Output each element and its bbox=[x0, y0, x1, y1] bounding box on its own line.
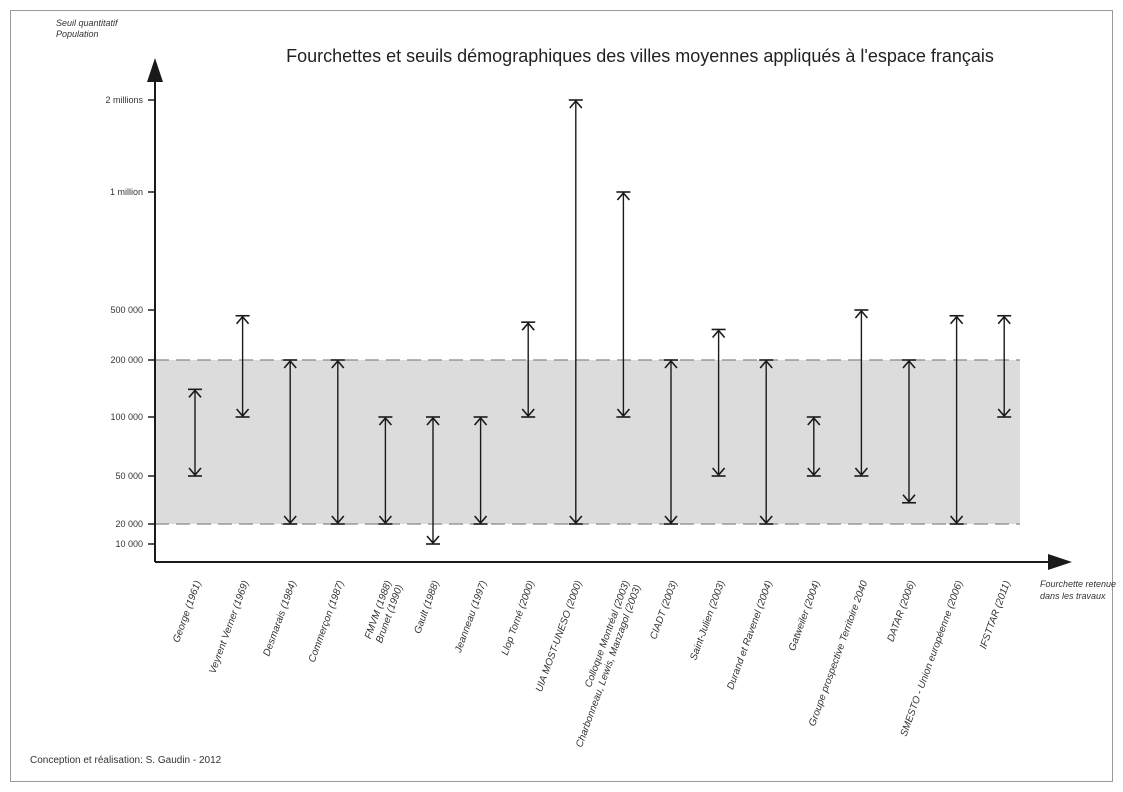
range-max-arrow bbox=[902, 359, 916, 369]
category-label: Durand et Ravenel (2004) bbox=[725, 579, 775, 691]
range-min-arrow bbox=[807, 467, 821, 477]
chart-title: Fourchettes et seuils démographiques des… bbox=[286, 46, 994, 66]
x-axis-label-line-2: dans les travaux bbox=[1040, 591, 1106, 601]
range-max-arrow bbox=[616, 191, 631, 201]
range-min-arrow bbox=[664, 515, 678, 525]
category-label: Saint-Julien (2003) bbox=[688, 579, 727, 662]
range-min-arrow bbox=[521, 408, 535, 418]
range-min-arrow bbox=[378, 515, 393, 525]
y-axis-ticks: 10 000 20 000 50 000 100 000 200 000 500 000 1… bbox=[105, 95, 155, 549]
y-axis-arrowhead bbox=[147, 58, 163, 82]
x-axis-arrowhead bbox=[1048, 554, 1072, 570]
range-min-arrow bbox=[997, 408, 1011, 418]
y-tick-label: 1 million bbox=[110, 187, 143, 197]
range-min-arrow bbox=[949, 515, 964, 525]
range-max-arrow bbox=[854, 309, 869, 319]
y-tick-label: 500 000 bbox=[110, 305, 143, 315]
y-tick-label: 50 000 bbox=[115, 471, 143, 481]
range-max-arrow bbox=[569, 99, 583, 109]
range-min-arrow bbox=[473, 515, 488, 525]
range-min-arrow bbox=[616, 408, 631, 418]
credit-note: Conception et réalisation: S. Gaudin - 2… bbox=[30, 755, 222, 766]
range-min-arrow bbox=[902, 494, 916, 503]
y-tick-label: 20 000 bbox=[115, 519, 143, 529]
category-label: Desmarais (1984) bbox=[261, 579, 299, 657]
x-axis-label-line-1: Fourchette retenue bbox=[1040, 579, 1116, 589]
y-tick-label: 200 000 bbox=[110, 355, 143, 365]
range-max-arrow bbox=[331, 359, 345, 369]
range-max-arrow bbox=[664, 359, 678, 369]
category-label: UIA MOST-UNESO (2000) bbox=[534, 579, 585, 693]
retained-range-band bbox=[155, 360, 1020, 524]
range-max-arrow bbox=[711, 329, 726, 338]
category-label: Veyrent Verner (1969) bbox=[207, 579, 251, 675]
range-min-arrow bbox=[854, 467, 869, 477]
category-label: FMVM (1988)Brunet (1990) bbox=[363, 579, 406, 644]
y-tick-label: 100 000 bbox=[110, 412, 143, 422]
y-axis-label-line-2: Population bbox=[56, 29, 99, 39]
range-max-arrow bbox=[473, 416, 488, 426]
range-min-arrow bbox=[711, 467, 726, 477]
range-max-arrow bbox=[426, 416, 440, 426]
category-label: George (1961) bbox=[171, 579, 204, 644]
range-max-arrow bbox=[997, 315, 1011, 325]
category-label: DATAR (2006) bbox=[886, 579, 918, 643]
range-max-arrow bbox=[188, 389, 202, 398]
range-min-arrow bbox=[188, 467, 202, 477]
range-min-arrow bbox=[426, 535, 440, 545]
range-max-arrow bbox=[521, 321, 535, 331]
category-label: Gatweiler (2004) bbox=[787, 579, 823, 652]
category-label: IFSTTAR (2011) bbox=[978, 579, 1013, 650]
range-max-arrow bbox=[378, 416, 393, 426]
y-tick-label: 10 000 bbox=[115, 539, 143, 549]
range-min-arrow bbox=[569, 515, 583, 525]
range-max-arrow bbox=[283, 359, 297, 369]
y-tick-label: 2 millions bbox=[105, 95, 143, 105]
category-label: Commerçon (1987) bbox=[307, 579, 347, 664]
category-label: Gault (1988) bbox=[412, 579, 441, 635]
range-max-arrow bbox=[807, 416, 821, 426]
range-min-arrow bbox=[283, 515, 297, 525]
category-label: CIADT (2003) bbox=[648, 579, 679, 641]
category-label: Llop Torné (2000) bbox=[500, 579, 537, 657]
x-axis-labels: George (1961) Veyrent Verner (1969) Desmar… bbox=[171, 579, 1013, 749]
range-max-arrow bbox=[235, 315, 250, 325]
range-max-arrow bbox=[759, 359, 773, 369]
category-label: Jeanneau (1997) bbox=[453, 579, 490, 655]
category-label: Groupe prospective Territoire 2040 bbox=[807, 579, 870, 728]
range-min-arrow bbox=[235, 408, 250, 418]
range-min-arrow bbox=[331, 515, 345, 525]
range-max-arrow bbox=[949, 315, 964, 325]
range-markers bbox=[188, 99, 1012, 545]
range-min-arrow bbox=[759, 515, 773, 525]
y-axis-label-line-1: Seuil quantitatif bbox=[56, 18, 119, 28]
